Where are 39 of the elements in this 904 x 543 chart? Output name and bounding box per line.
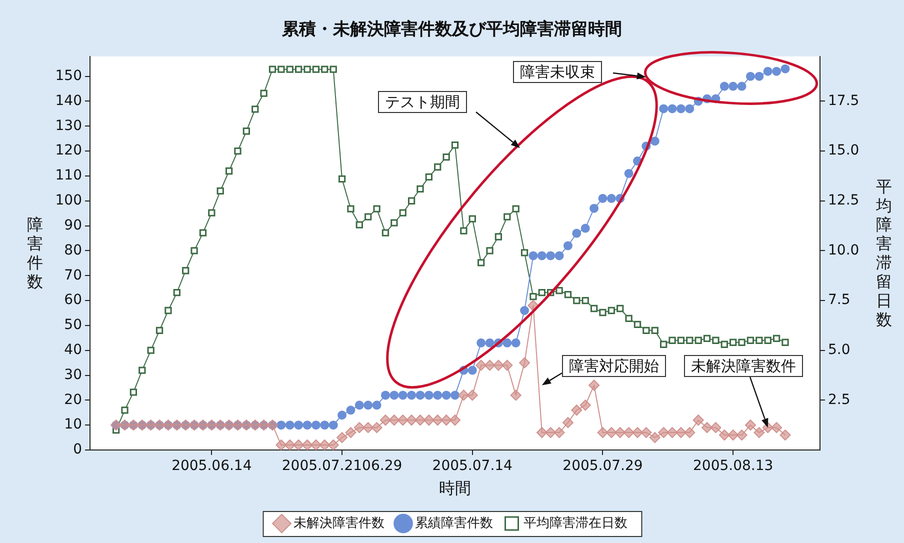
y-tick-label: 130 [55,118,82,134]
y-tick-label: 110 [55,168,82,184]
y-tick-label: 70 [64,267,82,284]
annotation: テスト期間 [378,91,467,113]
y-tick-label: 40 [64,342,82,358]
y-tick-label: 30 [64,366,82,383]
x-tick-label: 2005.07.29 [562,458,643,474]
y-tick-label: 10 [64,416,82,433]
y-tick-label: 120 [55,142,82,159]
x-tick-label: 2005.06.14 [172,458,252,474]
legend-label: 平均障害滞在日数 [523,514,628,531]
y2-tick-label: 7.5 [828,292,850,308]
y-tick-label: 140 [55,92,82,109]
y-tick-label: 50 [64,317,82,334]
y2-tick-label: 10.0 [828,242,860,258]
annotation: 障害未収束 [513,61,602,83]
y2-tick-label: 15.0 [828,142,860,159]
y-tick-label: 80 [64,242,82,258]
y-tick-label: 60 [64,292,82,308]
y-axis-title: 障害件数 [26,215,44,292]
y-tick-label: 150 [55,68,82,84]
annotation: 未解決障害数件 [684,355,803,377]
y2-tick-label: 17.5 [828,92,860,109]
y2-tick-label: 5.0 [828,342,850,358]
y2-tick-label: 12.5 [828,192,860,209]
y2-tick-label: 2.5 [828,392,850,408]
y-tick-label: 20 [64,392,82,408]
y-tick-label: 90 [64,217,82,234]
x-axis-title: 時間 [439,478,471,498]
x-tick-label: 2005.07.14 [432,458,513,474]
y-tick-label: 100 [55,192,82,209]
annotation: 障害対応開始 [562,355,666,377]
y2-axis-title: 平均障害滞留日数 [876,177,892,330]
legend-label: 累績障害件数 [414,514,493,531]
y-tick-label: 0 [73,442,82,458]
chart-title: 累積・未解決障害件数及び平均障害滞留時間 [281,20,622,40]
x-tick-label: 2005.08.13 [693,458,774,474]
legend-label: 未解決障害件数 [293,514,384,531]
x-tick-label: 2005.07.2106.29 [282,458,402,474]
